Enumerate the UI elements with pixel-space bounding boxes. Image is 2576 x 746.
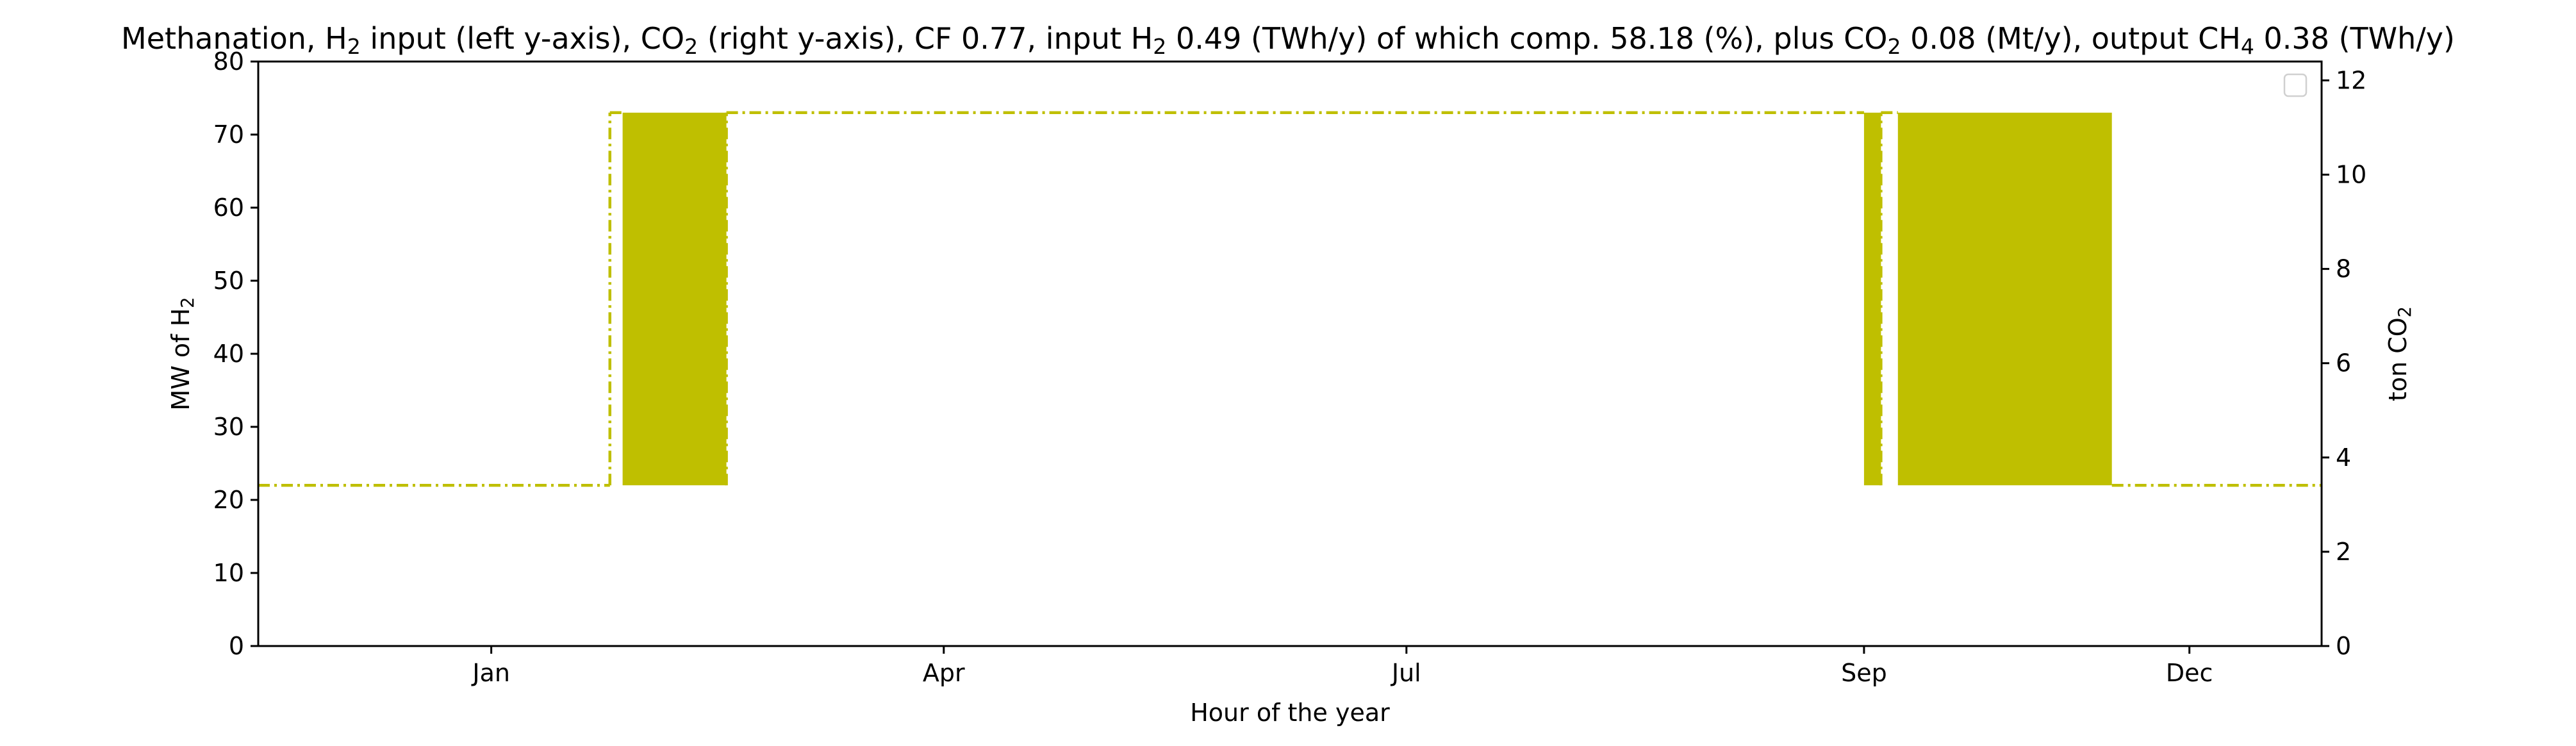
x-tick-label: Jul [1391,659,1421,687]
right-y-tick-label: 2 [2336,538,2351,566]
x-axis: Jan Apr Jul Sep Dec [471,646,2213,687]
right-y-tick-label: 4 [2336,443,2351,472]
right-y-tick-label: 8 [2336,255,2351,283]
series-dense-band [1897,112,2112,486]
series-layer [258,111,2322,487]
right-y-axis-label: ton CO2 [2384,306,2415,401]
left-y-tick-label: 30 [213,413,244,441]
series-h2-input [258,111,2322,487]
series-dense-band [622,112,727,486]
left-y-axis-label: MW of H2 [167,297,198,410]
left-y-tick-label: 50 [213,267,244,295]
left-y-tick-label: 20 [213,486,244,514]
x-tick-label: Dec [2166,659,2213,687]
left-y-tick-label: 0 [229,632,244,660]
left-y-axis: 0 10 20 30 40 50 60 70 80 [213,47,258,660]
left-y-tick-label: 10 [213,559,244,587]
right-y-tick-label: 10 [2336,161,2366,189]
left-y-tick-label: 70 [213,120,244,149]
series-dense-band [1863,112,1881,486]
x-axis-label: Hour of the year [1190,699,1390,727]
left-y-tick-label: 60 [213,194,244,222]
x-tick-label: Jan [471,659,510,687]
x-tick-label: Apr [923,659,965,687]
chart-title: Methanation, H2 input (left y-axis), CO2… [121,21,2455,59]
left-y-tick-label: 40 [213,340,244,368]
legend-box [2283,73,2308,97]
right-y-tick-label: 0 [2336,632,2351,660]
right-y-tick-label: 12 [2336,66,2366,94]
left-y-tick-label: 80 [213,47,244,76]
right-y-tick-label: 6 [2336,349,2351,377]
right-y-axis: 0 2 4 6 8 10 12 [2322,66,2366,660]
x-tick-label: Sep [1841,659,1887,687]
